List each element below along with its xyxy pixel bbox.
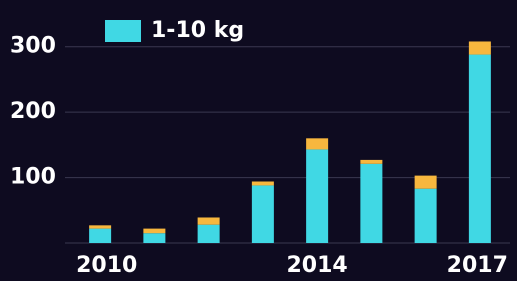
y-tick-label: 100	[10, 165, 56, 190]
bar-segment	[415, 176, 437, 189]
x-tick-label: 2017	[447, 253, 508, 278]
bar-segment	[143, 229, 165, 234]
bar-segment	[198, 217, 220, 224]
bar-segment	[252, 185, 274, 243]
bar-segment	[252, 181, 274, 185]
bar-segment	[143, 233, 165, 243]
bar-segment	[89, 225, 111, 228]
chart: 100 200 300 2010 2014 2017 1-10 kg	[0, 0, 517, 281]
x-tick-label: 2010	[76, 253, 137, 278]
bar-segment	[360, 164, 382, 243]
bar-segment	[360, 160, 382, 164]
y-tick-label: 300	[10, 34, 56, 59]
bar-segment	[89, 229, 111, 243]
bar-segment	[469, 55, 491, 243]
legend-label: 1-10 kg	[151, 18, 244, 43]
legend-swatch	[105, 20, 141, 42]
y-tick-label: 200	[10, 99, 56, 124]
bar-segment	[415, 189, 437, 243]
bar-segment	[306, 149, 328, 243]
bar-segment	[198, 225, 220, 243]
x-tick-label: 2014	[287, 253, 348, 278]
bar-segment	[469, 41, 491, 54]
bar-segment	[306, 138, 328, 149]
